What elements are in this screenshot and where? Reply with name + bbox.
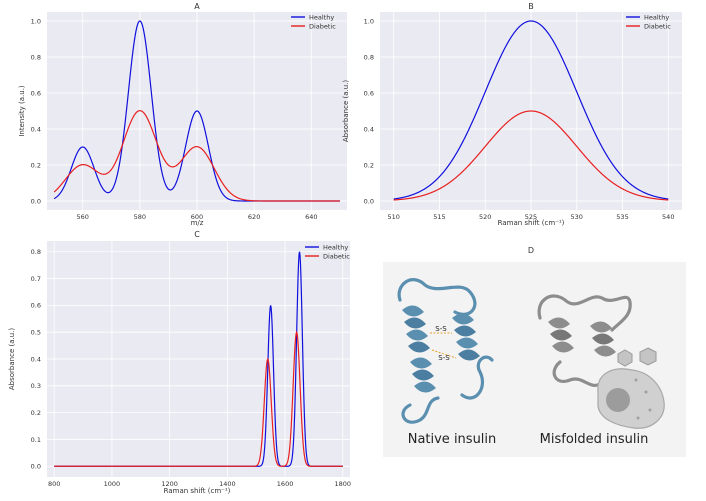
native-insulin-label: Native insulin <box>408 432 497 447</box>
panel-b-series <box>393 20 669 201</box>
panel-b-gridlines <box>380 12 682 210</box>
cell-nucleus-icon <box>606 388 630 412</box>
panel-b-y-label: Absorbance (a.u.) <box>342 80 350 142</box>
panel-b-x-tick-label: 535 <box>616 213 628 221</box>
panel-c-title: C <box>194 230 200 239</box>
disulfide-label-2: S-S <box>438 354 450 362</box>
panel-b-y-tick-label: 0.6 <box>364 89 374 97</box>
panel-a-title: A <box>194 2 200 11</box>
panel-a-x-ticks: 560 580 600 620 640 <box>77 213 318 221</box>
panel-a-y-tick-label: 0.0 <box>31 197 41 205</box>
panel-b: B 510 515 520 525 530 535 540 0.0 0.2 0.4 0.6 0.8 1… <box>342 2 682 227</box>
panel-a-y-tick-label: 0.8 <box>31 53 41 61</box>
panel-c-legend: Healthy Diabetic <box>305 244 350 261</box>
panel-c-y-ticks: 0.0 0.1 0.2 0.3 0.4 0.5 0.6 0.7 0.8 <box>31 248 41 471</box>
panel-d: D S <box>383 246 686 457</box>
panel-a-y-tick-label: 1.0 <box>31 17 41 25</box>
panel-b-y-tick-label: 0.2 <box>364 161 374 169</box>
panel-b-y-tick-label: 0.0 <box>364 197 374 205</box>
panel-c-series <box>54 251 343 467</box>
panel-b-x-tick-label: 510 <box>388 213 400 221</box>
disulfide-bonds: S-S S-S <box>430 325 457 362</box>
panel-a-series-diabetic <box>53 110 340 202</box>
panel-c-legend-healthy-label: Healthy <box>323 244 348 252</box>
misfolded-insulin-helix-1 <box>548 317 574 353</box>
panel-c-y-tick-label: 0.0 <box>31 463 41 471</box>
panel-a-legend-diabetic-label: Diabetic <box>309 23 336 31</box>
panel-c: C 800 1000 1200 1400 1600 1800 0.00.10.20.30.… <box>8 230 351 495</box>
panel-c-x-ticks: 800 1000 1200 1400 1600 1800 <box>48 480 351 488</box>
panel-b-x-ticks: 510 515 520 525 530 535 540 <box>388 213 675 221</box>
panel-b-y-tick-label: 0.4 <box>364 125 374 133</box>
panel-b-y-tick-label: 0.8 <box>364 53 374 61</box>
panel-a-legend-healthy-label: Healthy <box>309 14 334 22</box>
panel-b-x-label: Raman shift (cm⁻¹) <box>498 219 565 227</box>
panel-a-x-tick-label: 560 <box>77 213 89 221</box>
panel-c-y-tick-label: 0.8 <box>31 248 41 256</box>
panel-b-legend-healthy-label: Healthy <box>644 14 669 22</box>
panel-c-series-diabetic <box>54 330 343 467</box>
panel-c-x-tick-label: 800 <box>48 480 60 488</box>
panel-a-x-tick-label: 640 <box>305 213 317 221</box>
panel-a-y-tick-label: 0.4 <box>31 125 41 133</box>
panel-b-x-tick-label: 520 <box>479 213 491 221</box>
panel-b-y-tick-label: 1.0 <box>364 17 374 25</box>
panel-c-x-label: Raman shift (cm⁻¹) <box>164 487 231 495</box>
panel-b-series-diabetic <box>393 110 669 201</box>
panel-a: A 560 580 600 620 640 0.0 0.2 0.4 0.6 0.8 1.0 Hea… <box>18 2 347 227</box>
panel-c-y-tick-label: 0.4 <box>31 355 41 363</box>
native-insulin-helix-2 <box>452 313 480 361</box>
native-insulin-coil <box>397 278 494 424</box>
hexagon-molecule-icon <box>617 349 633 367</box>
panel-b-legend: Healthy Diabetic <box>626 14 671 31</box>
panel-d-title: D <box>528 246 534 255</box>
panel-c-y-label: Absorbance (a.u.) <box>8 328 16 390</box>
panel-b-x-tick-label: 540 <box>662 213 674 221</box>
panel-c-y-tick-label: 0.2 <box>31 409 41 417</box>
panel-c-x-tick-label: 1600 <box>277 480 294 488</box>
panel-b-legend-diabetic-label: Diabetic <box>644 23 671 31</box>
panel-b-x-tick-label: 530 <box>571 213 583 221</box>
panel-a-series <box>53 20 340 202</box>
native-insulin-helix-3 <box>410 357 436 393</box>
misfolded-insulin-helix-2 <box>590 321 616 357</box>
panel-b-x-tick-label: 515 <box>433 213 445 221</box>
panel-c-x-tick-label: 1400 <box>219 480 236 488</box>
panel-a-x-label: m/z <box>191 219 204 227</box>
panel-a-x-tick-label: 600 <box>191 213 203 221</box>
panel-c-x-tick-label: 1000 <box>104 480 121 488</box>
panel-c-y-tick-label: 0.1 <box>31 436 41 444</box>
disulfide-label-1: S-S <box>435 325 447 333</box>
panel-b-title: B <box>528 2 534 11</box>
panel-c-x-tick-label: 1800 <box>335 480 352 488</box>
panel-a-x-tick-label: 580 <box>134 213 146 221</box>
panel-b-x-tick-label: 525 <box>525 213 537 221</box>
panel-a-y-tick-label: 0.2 <box>31 161 41 169</box>
panel-c-legend-diabetic-label: Diabetic <box>323 253 350 261</box>
panel-c-y-tick-label: 0.6 <box>31 302 41 310</box>
cell-icon <box>597 368 665 429</box>
panel-a-x-tick-label: 620 <box>248 213 260 221</box>
panel-b-y-ticks: 0.0 0.2 0.4 0.6 0.8 1.0 <box>364 17 374 205</box>
panel-c-y-tick-label: 0.3 <box>31 382 41 390</box>
panel-b-series-healthy <box>393 20 669 200</box>
misfolded-insulin-coil <box>537 294 632 387</box>
native-insulin-illustration: S-S S-S <box>397 278 494 424</box>
hexagon-molecule-icon <box>639 347 657 366</box>
panel-a-legend: Healthy Diabetic <box>291 14 336 31</box>
misfolded-insulin-label: Misfolded insulin <box>540 432 649 447</box>
misfolded-insulin-illustration <box>537 294 665 429</box>
native-insulin-helix-1 <box>402 305 430 353</box>
panel-a-y-tick-label: 0.6 <box>31 89 41 97</box>
panel-c-y-tick-label: 0.5 <box>31 328 41 336</box>
panel-a-y-ticks: 0.0 0.2 0.4 0.6 0.8 1.0 <box>31 17 41 205</box>
panel-c-x-tick-label: 1200 <box>161 480 178 488</box>
panel-a-y-label: Intensity (a.u.) <box>18 85 26 137</box>
panel-c-y-tick-label: 0.7 <box>31 275 41 283</box>
